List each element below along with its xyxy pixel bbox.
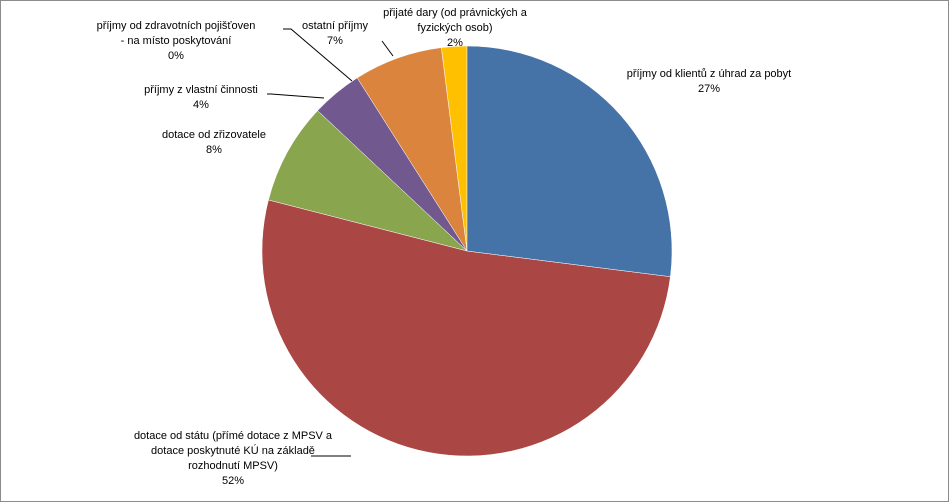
value-label: 27% xyxy=(697,83,721,95)
leader-line xyxy=(283,28,353,82)
data-label: přijaté dary (od právnických a fyzických… xyxy=(375,6,535,51)
category-label: dotace od státu (přímé dotace z MPSV a d… xyxy=(133,430,333,472)
category-label: příjmy od klientů z úhrad za pobyt xyxy=(626,68,792,80)
pie-slice xyxy=(268,110,468,252)
category-label: příjmy z vlastní činnosti xyxy=(144,84,258,96)
value-label: 2% xyxy=(447,37,463,49)
value-label: 7% xyxy=(327,35,343,47)
leader-line xyxy=(267,93,325,99)
category-label: ostatní příjmy xyxy=(301,20,369,32)
category-label: příjmy od zdravotních pojišťoven - na mí… xyxy=(96,20,256,47)
data-label: ostatní příjmy 7% xyxy=(290,19,380,49)
leader-line xyxy=(381,40,394,57)
value-label: 52% xyxy=(221,475,245,487)
data-label: příjmy od klientů z úhrad za pobyt 27% xyxy=(624,67,794,97)
data-label: příjmy z vlastní činnosti 4% xyxy=(131,83,271,113)
data-label: dotace od státu (přímé dotace z MPSV a d… xyxy=(133,429,333,489)
data-label: dotace od zřizovatele 8% xyxy=(144,128,284,158)
value-label: 8% xyxy=(206,144,222,156)
category-label: dotace od zřizovatele xyxy=(162,129,266,141)
data-label: příjmy od zdravotních pojišťoven - na mí… xyxy=(94,19,259,64)
value-label: 4% xyxy=(193,99,209,111)
category-label: přijaté dary (od právnických a fyzických… xyxy=(383,7,527,34)
value-label: 0% xyxy=(168,50,184,62)
pie-slice xyxy=(466,45,673,277)
